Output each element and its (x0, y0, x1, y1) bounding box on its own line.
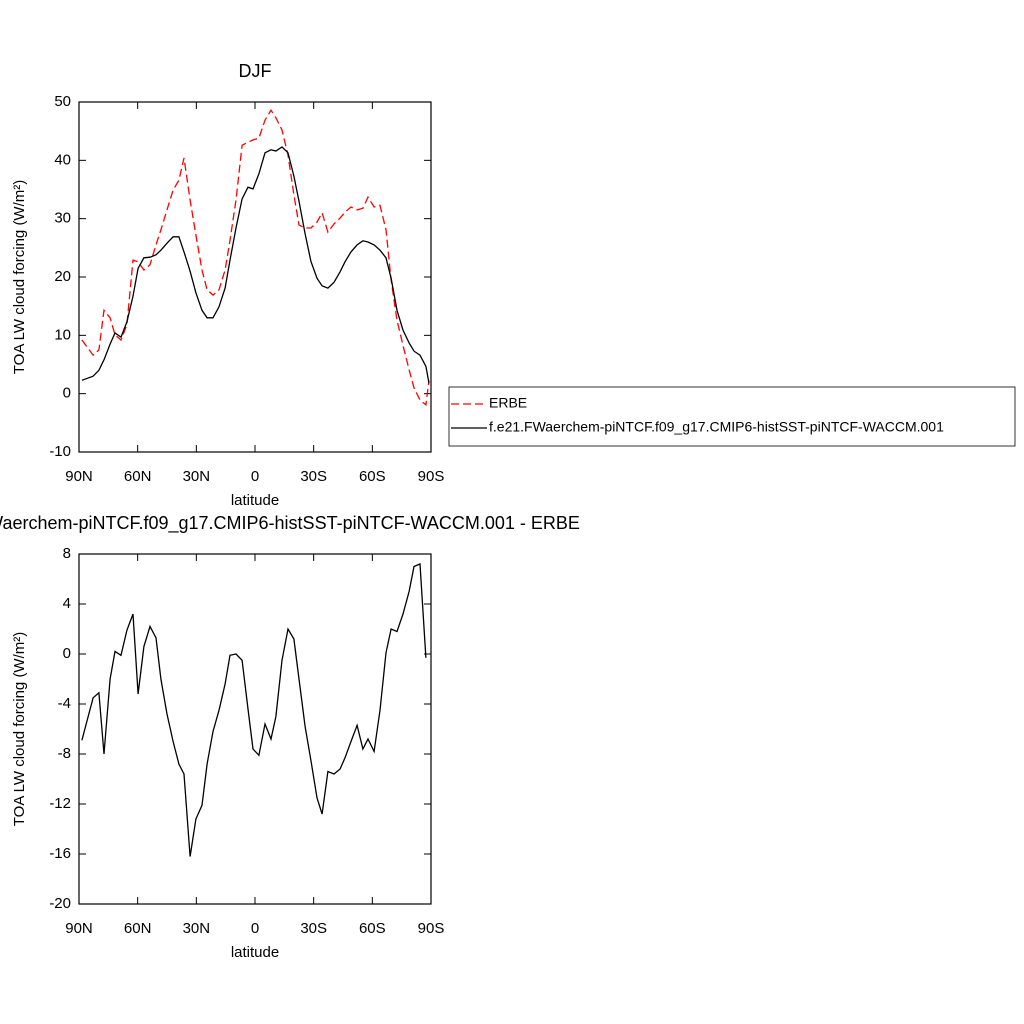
data-line (81, 146, 430, 384)
plot-frame (78, 553, 432, 905)
x-tick-label: 90S (418, 468, 445, 485)
y-tick-label: 8 (63, 545, 71, 562)
x-tick-label: 90S (418, 920, 445, 937)
data-line (81, 108, 430, 407)
x-tick-label: 60N (124, 920, 152, 937)
y-tick-label: -20 (49, 895, 71, 912)
x-tick-label: 0 (251, 920, 259, 937)
x-tick-label: 30N (183, 468, 211, 485)
x-axis-label: latitude (231, 492, 279, 509)
y-tick-label: -8 (58, 745, 71, 762)
y-tick-label: 20 (54, 268, 71, 285)
x-tick-label: 60S (359, 920, 386, 937)
legend-box (448, 386, 1016, 447)
y-axis-label: TOA LW cloud forcing (W/m²) (11, 632, 28, 826)
y-tick-label: 4 (63, 595, 71, 612)
y-tick-label: 50 (54, 93, 71, 110)
y-tick-label: 40 (54, 151, 71, 168)
plot-frame (78, 101, 432, 453)
x-tick-label: 30N (183, 920, 211, 937)
chart-title: f.e21.FWaerchem-piNTCF.f09_g17.CMIP6-his… (0, 513, 580, 534)
y-tick-label: 30 (54, 210, 71, 227)
y-axis-label: TOA LW cloud forcing (W/m²) (11, 180, 28, 374)
data-line (81, 563, 427, 857)
chart-title: DJF (239, 61, 272, 81)
legend-label: ERBE (489, 395, 527, 411)
y-tick-label: 0 (63, 645, 71, 662)
y-tick-label: -4 (58, 695, 71, 712)
y-tick-label: -12 (49, 795, 71, 812)
y-tick-label: 10 (54, 326, 71, 343)
x-tick-label: 60S (359, 468, 386, 485)
legend-label: f.e21.FWaerchem-piNTCF.f09_g17.CMIP6-his… (489, 419, 944, 435)
x-tick-label: 90N (65, 920, 93, 937)
x-tick-label: 60N (124, 468, 152, 485)
y-tick-label: 0 (63, 385, 71, 402)
y-tick-label: -10 (49, 443, 71, 460)
y-tick-label: -16 (49, 845, 71, 862)
x-axis-label: latitude (231, 944, 279, 961)
x-tick-label: 0 (251, 468, 259, 485)
x-tick-label: 30S (300, 468, 327, 485)
x-tick-label: 30S (300, 920, 327, 937)
x-tick-label: 90N (65, 468, 93, 485)
